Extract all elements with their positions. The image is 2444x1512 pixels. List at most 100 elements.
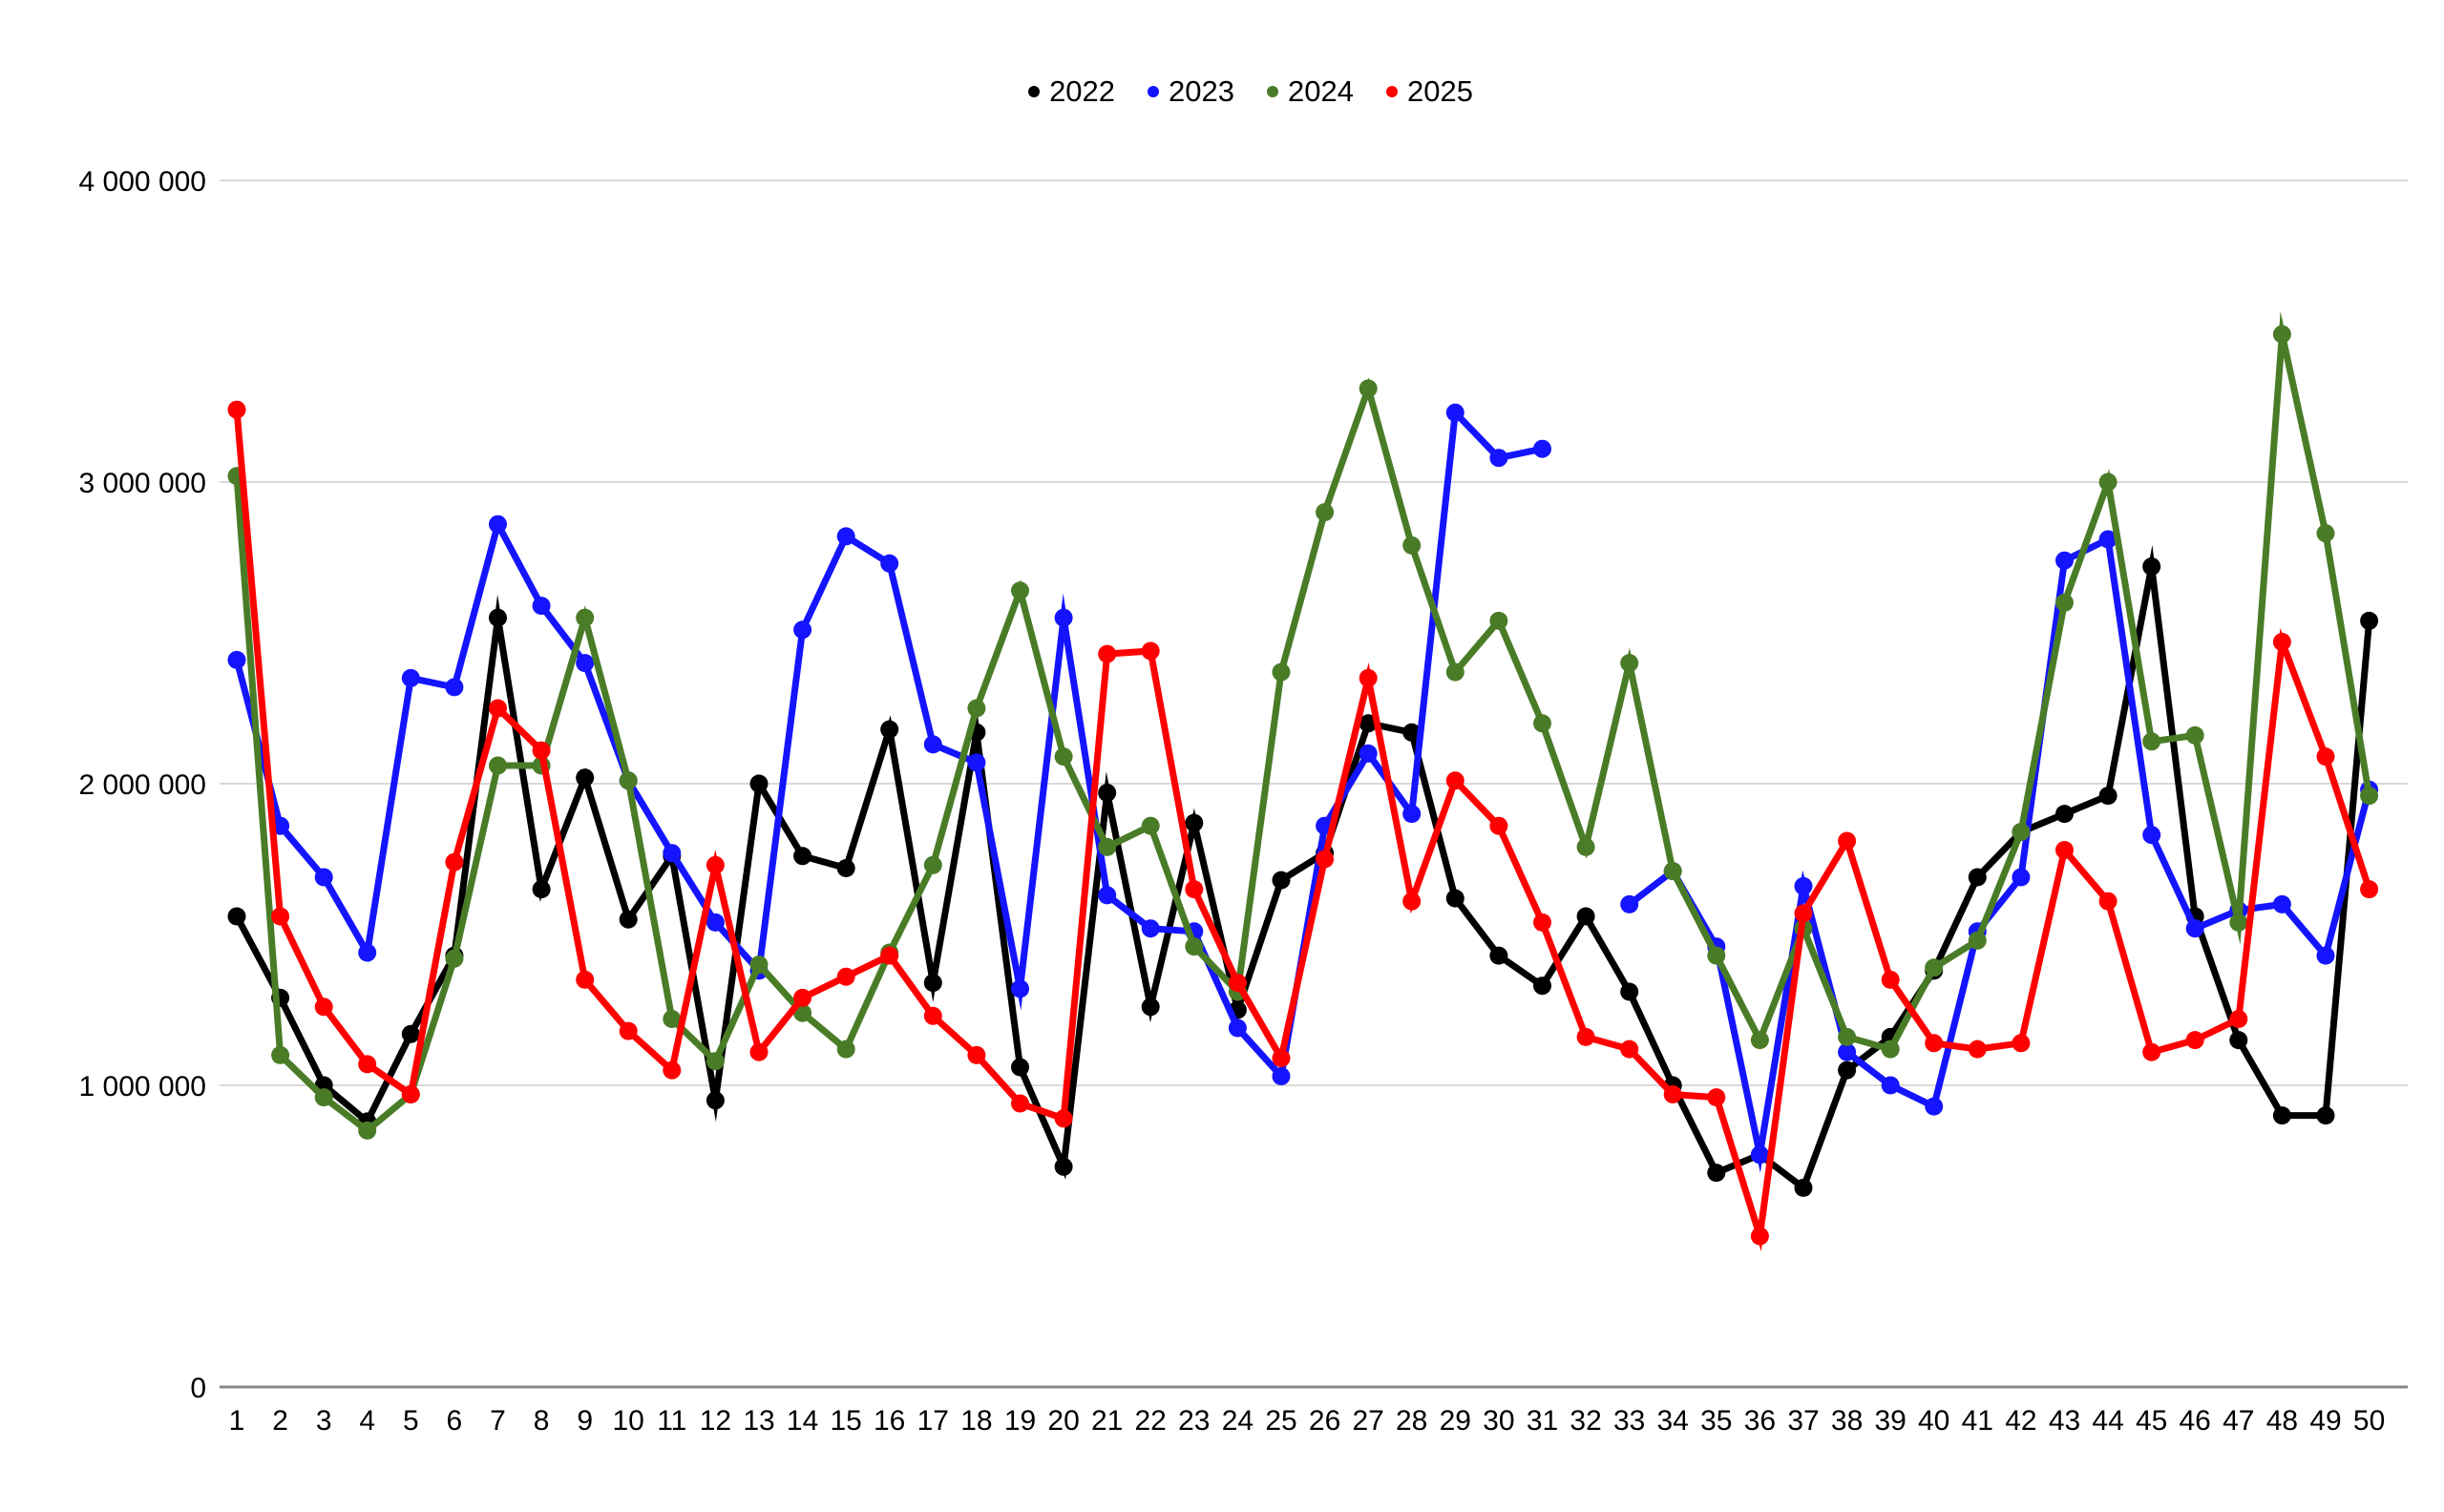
x-tick-label: 42 xyxy=(2005,1405,2036,1437)
x-tick-label: 11 xyxy=(657,1405,686,1437)
data-point xyxy=(1881,970,1900,989)
y-tick-label: 1 000 000 xyxy=(79,1071,206,1102)
data-point xyxy=(2098,530,2117,549)
data-point xyxy=(1533,439,1551,458)
x-tick-label: 22 xyxy=(1135,1405,1167,1437)
data-point xyxy=(923,735,942,754)
data-point xyxy=(2055,841,2074,859)
x-tick-label: 5 xyxy=(403,1405,419,1437)
data-point xyxy=(836,967,855,986)
legend-dot-icon xyxy=(1148,86,1160,97)
data-point xyxy=(1750,1227,1769,1246)
x-tick-label: 44 xyxy=(2092,1405,2123,1437)
data-point xyxy=(1663,1085,1682,1103)
data-point xyxy=(619,910,638,929)
legend-label: 2025 xyxy=(1406,74,1473,108)
data-point xyxy=(1489,816,1508,835)
data-point xyxy=(1968,1040,1987,1059)
data-point xyxy=(749,956,769,975)
data-point xyxy=(1925,1097,1944,1116)
data-point xyxy=(836,859,855,877)
data-point xyxy=(1838,1042,1857,1061)
data-point xyxy=(749,1042,769,1061)
data-point xyxy=(2360,880,2379,899)
x-tick-label: 15 xyxy=(831,1405,862,1437)
data-point xyxy=(880,946,899,965)
data-point xyxy=(1707,946,1726,965)
data-point xyxy=(576,654,595,673)
x-tick-label: 30 xyxy=(1483,1405,1514,1437)
x-tick-label: 1 xyxy=(229,1405,245,1437)
chart-legend: 2022 2023 2024 2025 xyxy=(29,74,2444,109)
data-point xyxy=(445,949,464,968)
data-point xyxy=(706,913,725,932)
data-point xyxy=(489,608,507,627)
x-tick-label: 7 xyxy=(490,1405,506,1437)
series-line-2022 xyxy=(233,544,2373,1194)
data-point xyxy=(1185,880,1204,899)
data-point xyxy=(2272,633,2291,651)
data-point xyxy=(489,699,507,718)
x-tick-label: 28 xyxy=(1396,1405,1427,1437)
data-point xyxy=(1925,958,1944,977)
data-point xyxy=(1141,998,1160,1017)
data-point xyxy=(2142,1042,2161,1061)
data-point xyxy=(1141,919,1160,938)
data-point xyxy=(663,844,682,863)
x-tick-label: 49 xyxy=(2309,1405,2341,1437)
data-point xyxy=(532,597,551,616)
y-axis-labels: 0 1 000 000 2 000 000 3 000 000 4 000 000 xyxy=(79,166,206,1404)
legend-item-2022[interactable]: 2022 xyxy=(1028,74,1115,109)
legend-dot-icon xyxy=(1385,86,1398,97)
x-tick-label: 39 xyxy=(1875,1405,1907,1437)
data-point xyxy=(1098,784,1117,802)
data-point xyxy=(576,608,595,627)
data-point xyxy=(1316,850,1335,869)
data-point xyxy=(2055,805,2074,824)
data-point xyxy=(1445,889,1464,908)
series-line-2024 xyxy=(233,310,2373,1135)
data-point xyxy=(1794,904,1813,923)
data-point xyxy=(271,1045,290,1064)
data-point xyxy=(1272,871,1291,890)
data-point xyxy=(1707,1088,1726,1107)
legend-item-2023[interactable]: 2023 xyxy=(1148,74,1234,109)
y-tick-label: 2 000 000 xyxy=(79,769,206,801)
data-point xyxy=(706,1091,725,1110)
x-tick-label: 48 xyxy=(2266,1405,2298,1437)
x-tick-label: 12 xyxy=(700,1405,731,1437)
data-point xyxy=(271,907,290,926)
data-point xyxy=(2142,732,2161,751)
data-point xyxy=(836,527,855,546)
x-tick-label: 2 xyxy=(272,1405,288,1437)
data-point xyxy=(2098,787,2117,806)
data-point xyxy=(2012,868,2031,887)
data-point xyxy=(445,852,464,872)
data-point xyxy=(1533,714,1551,733)
x-tick-label: 25 xyxy=(1265,1405,1296,1437)
legend-item-2025[interactable]: 2025 xyxy=(1385,74,1473,109)
x-tick-label: 10 xyxy=(613,1405,644,1437)
legend-item-2024[interactable]: 2024 xyxy=(1267,74,1354,109)
data-point xyxy=(1838,831,1857,850)
x-tick-label: 24 xyxy=(1222,1405,1254,1437)
x-tick-label: 27 xyxy=(1353,1405,1384,1437)
data-point xyxy=(2142,557,2161,576)
data-point xyxy=(576,768,595,788)
data-point xyxy=(1228,974,1247,993)
data-point xyxy=(1620,1040,1639,1059)
data-point xyxy=(619,1021,638,1040)
data-point xyxy=(1445,771,1464,790)
data-point xyxy=(2229,1031,2248,1050)
data-point xyxy=(532,741,551,760)
data-point xyxy=(967,699,986,718)
data-point xyxy=(1272,1067,1291,1085)
x-tick-label: 26 xyxy=(1309,1405,1340,1437)
data-point xyxy=(227,907,246,926)
data-point xyxy=(2055,551,2074,570)
data-point xyxy=(2185,725,2204,745)
y-tick-label: 0 xyxy=(190,1373,206,1404)
x-tick-label: 43 xyxy=(2049,1405,2080,1437)
